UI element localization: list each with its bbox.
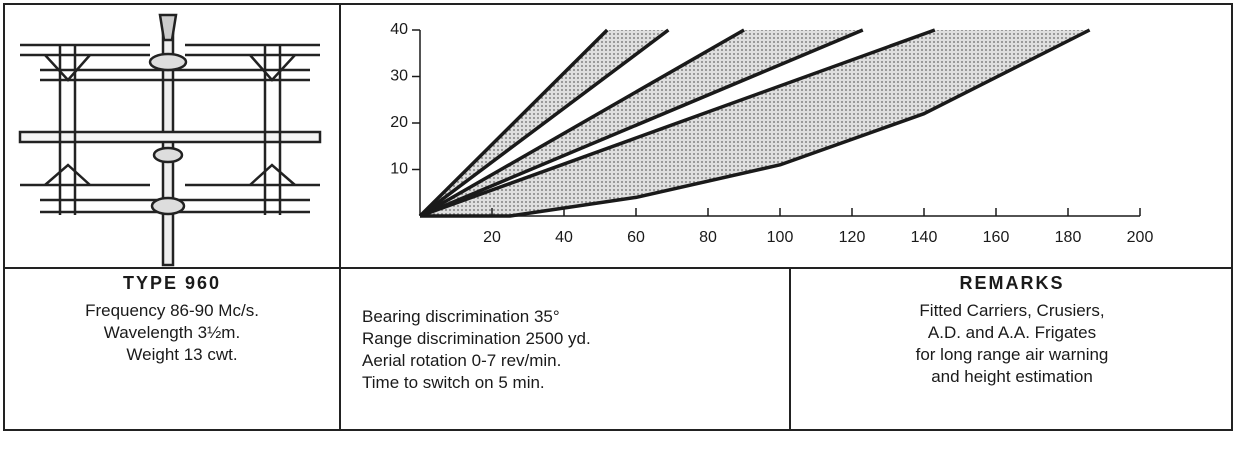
x-tick-label: 80 [699, 229, 717, 246]
x-tick-label: 120 [839, 229, 866, 246]
x-tick-label: 20 [483, 229, 501, 246]
y-tick-label: 20 [390, 114, 408, 131]
x-tick-label: 160 [983, 229, 1010, 246]
x-tick-label: 40 [555, 229, 573, 246]
performance-line: Time to switch on 5 min. [362, 372, 782, 394]
specs-title: TYPE 960 [4, 272, 340, 294]
remark-line: A.D. and A.A. Frigates [792, 322, 1232, 344]
performance-line: Aerial rotation 0-7 rev/min. [362, 350, 782, 372]
remark-line: and height estimation [792, 366, 1232, 388]
performance-line: Bearing discrimination 35° [362, 306, 782, 328]
y-tick-label: 30 [390, 68, 408, 85]
spec-line: Weight 13 cwt. [4, 344, 340, 366]
x-tick-label: 100 [767, 229, 794, 246]
performance-line: Range discrimination 2500 yd. [362, 328, 782, 350]
page: 20 40 60 80 100 120 140 160 180 200 10 20 30 40 TYPE … [0, 0, 1236, 434]
specs-cell: TYPE 960 Frequency 86-90 Mc/s. Wavelengt… [4, 272, 340, 422]
remarks-title: REMARKS [792, 272, 1232, 294]
x-tick-label: 200 [1127, 229, 1154, 246]
x-tick-label: 180 [1055, 229, 1082, 246]
spec-line: Wavelength 3½m. [4, 322, 340, 344]
spec-line: Frequency 86-90 Mc/s. [4, 300, 340, 322]
aerial-drawing [20, 15, 320, 265]
y-tick-label: 10 [390, 161, 408, 178]
remark-line: for long range air warning [792, 344, 1232, 366]
remarks-cell: REMARKS Fitted Carriers, Crusiers, A.D. … [792, 272, 1232, 422]
remark-line: Fitted Carriers, Crusiers, [792, 300, 1232, 322]
y-tick-label: 40 [390, 21, 408, 38]
x-tick-label: 140 [911, 229, 938, 246]
x-tick-label: 60 [627, 229, 645, 246]
